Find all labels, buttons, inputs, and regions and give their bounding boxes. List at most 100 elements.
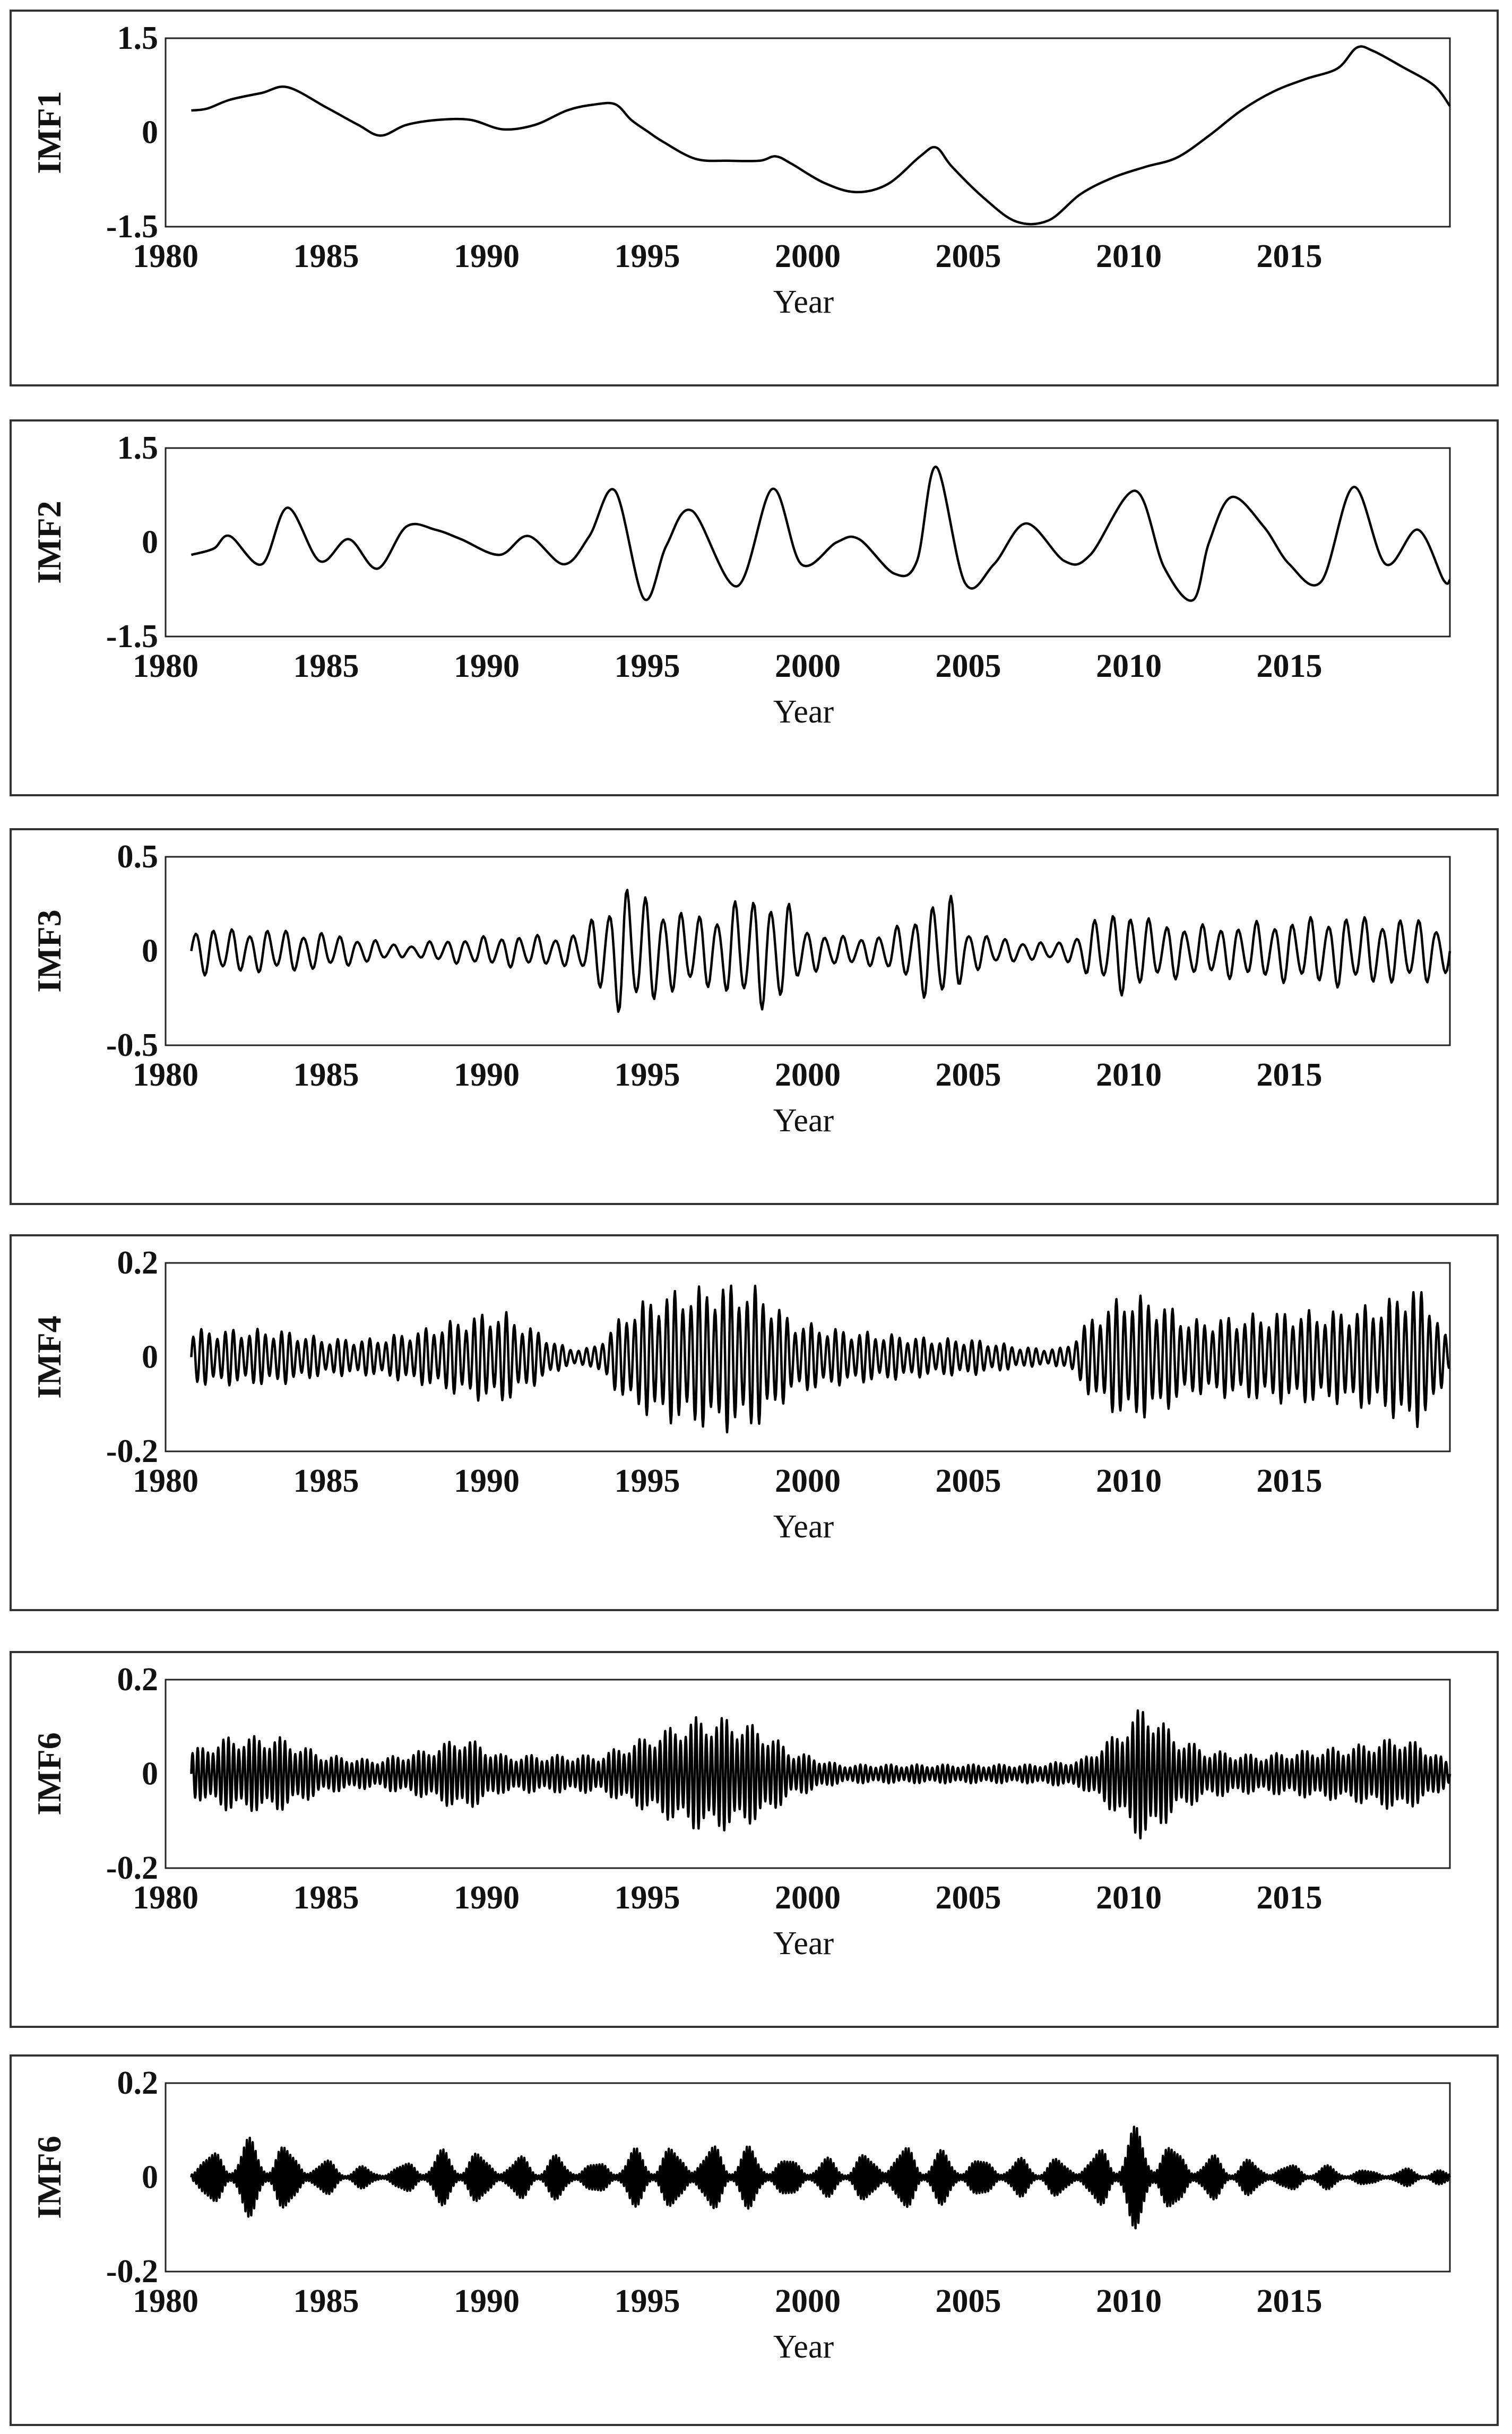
x-tick-label: 2010 [1096,238,1162,274]
x-tick-label: 1980 [133,1463,198,1499]
y-tick-label: -1.5 [106,209,158,245]
x-tick-label: 2005 [936,1057,1001,1093]
y-tick-label: 0.2 [117,2065,159,2101]
plot-area-frame [165,37,1451,228]
y-tick-label: -1.5 [106,618,158,655]
x-tick-label: 2015 [1257,1057,1323,1093]
imf3-panel: 0.5 0 -0.5 1980 1985 1990 1995 2000 2005 2010 2015… [10,828,1499,1205]
x-axis-title: Year [773,2329,834,2365]
x-tick-label: 1980 [133,238,198,274]
series-line [190,1709,1451,1840]
x-tick-label: 1985 [293,1463,359,1499]
y-tick-label: 0 [142,933,158,969]
x-tick-label: 1990 [454,1880,520,1916]
imf6-panel: 0.2 0 -0.2 1980 1985 1990 1995 2000 2005 2010 2015… [10,1651,1499,2028]
x-tick-label: 2005 [936,648,1001,684]
imf4-panel: 0.2 0 -0.2 1980 1985 1990 1995 2000 2005 2010 2015… [10,1234,1499,1611]
x-tick-label: 1980 [133,1057,198,1093]
y-tick-label: 0 [142,115,158,151]
series-line [190,889,1451,1013]
y-tick-label: 0 [142,1756,158,1792]
y-tick-label: -0.2 [106,1850,158,1886]
x-tick-label: 2015 [1257,238,1323,274]
x-tick-label: 2015 [1257,2283,1323,2319]
x-tick-label: 2005 [936,1463,1001,1499]
x-tick-label: 1995 [615,1463,680,1499]
x-tick-label: 2000 [775,1880,841,1916]
x-axis-title: Year [773,1925,834,1962]
x-axis-title: Year [773,284,834,320]
x-axis-title: Year [773,1509,834,1545]
x-tick-label: 1985 [293,1880,359,1916]
x-tick-label: 2000 [775,648,841,684]
x-tick-label: 1990 [454,648,520,684]
x-tick-label: 1985 [293,2283,359,2319]
y-tick-label: 1.5 [117,430,159,466]
x-tick-label: 1995 [615,2283,680,2319]
x-tick-label: 2015 [1257,648,1323,684]
plot-area-frame [165,447,1451,638]
x-tick-label: 2010 [1096,1880,1162,1916]
y-axis-title: IMF6 [30,2136,68,2218]
x-tick-label: 2010 [1096,1463,1162,1499]
x-tick-label: 1990 [454,1463,520,1499]
x-tick-label: 1980 [133,1880,198,1916]
x-tick-label: 1985 [293,1057,359,1093]
y-tick-label: 0.5 [117,839,159,875]
series-line [191,466,1451,602]
y-axis-title: IMF1 [30,91,68,174]
y-tick-label: 0 [142,524,158,561]
plot-area-frame [165,856,1451,1046]
x-tick-label: 2005 [936,2283,1001,2319]
x-tick-label: 2000 [775,1057,841,1093]
x-tick-label: 1990 [454,2283,520,2319]
y-axis-title: IMF3 [30,909,68,992]
y-axis-title: IMF4 [30,1315,68,1398]
series-line [191,45,1451,226]
x-tick-label: 2005 [936,238,1001,274]
imf1-panel: 1.5 0 -1.5 1980 1985 1990 1995 2000 2005 2010 2015… [10,10,1499,386]
x-tick-label: 1995 [615,1880,680,1916]
y-tick-label: 0.2 [117,1662,159,1698]
x-tick-label: 1990 [454,238,520,274]
x-tick-label: 2000 [775,1463,841,1499]
x-tick-label: 2010 [1096,2283,1162,2319]
plot-area-frame [165,1262,1451,1452]
x-tick-label: 2000 [775,2283,841,2319]
imf6-second-panel: 0.2 0 -0.2 1980 1985 1990 1995 2000 2005 2010 2015… [10,2054,1499,2426]
x-tick-label: 2015 [1257,1880,1323,1916]
x-tick-label: 2010 [1096,1057,1162,1093]
y-axis-title: IMF6 [30,1732,68,1815]
plot-area-frame [165,2082,1451,2273]
x-tick-label: 1995 [615,648,680,684]
imf2-panel: 1.5 0 -1.5 1980 1985 1990 1995 2000 2005 2010 2015… [10,419,1499,796]
x-tick-label: 2000 [775,238,841,274]
x-tick-label: 1980 [133,2283,198,2319]
x-axis-title: Year [773,1103,834,1139]
series-line [190,1284,1450,1434]
x-tick-label: 2015 [1257,1463,1323,1499]
x-axis-title: Year [773,694,834,730]
y-tick-label: 1.5 [117,20,159,56]
series-line [190,2126,1451,2230]
x-tick-label: 1980 [133,648,198,684]
y-tick-label: -0.2 [106,1433,158,1469]
y-tick-label: 0 [142,2160,158,2196]
x-tick-label: 1985 [293,648,359,684]
x-tick-label: 1990 [454,1057,520,1093]
x-tick-label: 2010 [1096,648,1162,684]
x-tick-label: 1995 [615,1057,680,1093]
x-tick-label: 1995 [615,238,680,274]
x-tick-label: 1985 [293,238,359,274]
x-tick-label: 2005 [936,1880,1001,1916]
y-tick-label: 0 [142,1339,158,1375]
y-tick-label: -0.5 [106,1027,158,1063]
y-tick-label: -0.2 [106,2254,158,2290]
y-axis-title: IMF2 [30,501,68,583]
y-tick-label: 0.2 [117,1245,159,1281]
